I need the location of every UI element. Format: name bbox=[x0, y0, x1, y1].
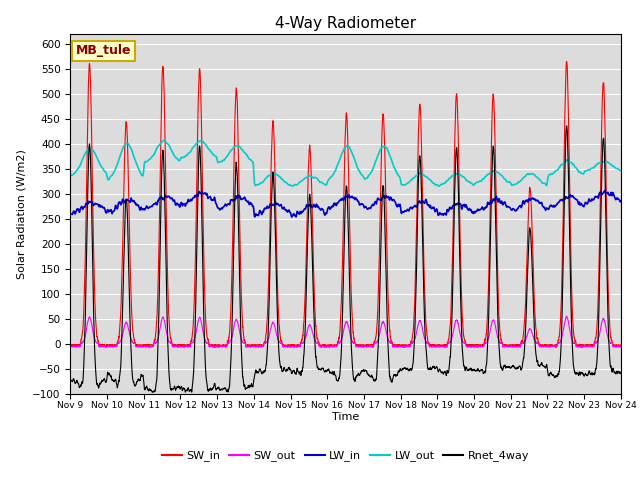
Rnet_4way bbox=[500, 363, 508, 369]
SW_in bbox=[325, 343, 333, 348]
LW_out bbox=[67, 173, 74, 179]
LW_in bbox=[166, 194, 173, 200]
LW_out bbox=[439, 181, 447, 187]
Line: LW_in: LW_in bbox=[70, 191, 621, 217]
LW_out bbox=[617, 168, 625, 174]
LW_out bbox=[616, 168, 624, 173]
Rnet_4way bbox=[148, 389, 156, 395]
SW_in bbox=[500, 342, 508, 348]
SW_in bbox=[67, 343, 74, 348]
SW_out bbox=[291, 345, 298, 350]
SW_out bbox=[67, 344, 74, 349]
LW_out bbox=[500, 176, 508, 181]
LW_out bbox=[325, 177, 333, 182]
LW_out bbox=[160, 137, 168, 143]
Rnet_4way bbox=[438, 369, 446, 375]
SW_out bbox=[563, 313, 570, 319]
SW_in bbox=[325, 343, 333, 349]
LW_in bbox=[67, 211, 74, 217]
LW_in bbox=[616, 199, 624, 205]
Legend: SW_in, SW_out, LW_in, LW_out, Rnet_4way: SW_in, SW_out, LW_in, LW_out, Rnet_4way bbox=[157, 446, 534, 466]
LW_in bbox=[469, 209, 477, 215]
SW_out bbox=[616, 344, 624, 349]
SW_in bbox=[563, 59, 570, 64]
Line: SW_in: SW_in bbox=[70, 61, 621, 346]
LW_in bbox=[617, 198, 625, 204]
SW_out bbox=[500, 344, 508, 349]
SW_in bbox=[469, 342, 477, 348]
Line: Rnet_4way: Rnet_4way bbox=[70, 126, 621, 392]
Rnet_4way bbox=[616, 371, 624, 376]
LW_out bbox=[435, 183, 442, 189]
Rnet_4way bbox=[617, 370, 625, 375]
Rnet_4way bbox=[469, 367, 477, 372]
SW_out bbox=[617, 345, 625, 350]
SW_out bbox=[166, 338, 173, 344]
SW_in bbox=[616, 342, 624, 348]
SW_out bbox=[325, 344, 333, 349]
SW_in bbox=[166, 323, 173, 329]
LW_in bbox=[325, 204, 333, 210]
Rnet_4way bbox=[67, 378, 74, 384]
Line: SW_out: SW_out bbox=[70, 316, 621, 348]
SW_in bbox=[617, 342, 625, 348]
SW_out bbox=[469, 344, 477, 349]
LW_in bbox=[438, 211, 446, 216]
Rnet_4way bbox=[166, 377, 173, 383]
SW_out bbox=[438, 344, 446, 349]
LW_out bbox=[469, 182, 477, 188]
X-axis label: Time: Time bbox=[332, 412, 359, 421]
Line: LW_out: LW_out bbox=[70, 140, 621, 186]
Title: 4-Way Radiometer: 4-Way Radiometer bbox=[275, 16, 416, 31]
Text: MB_tule: MB_tule bbox=[76, 44, 131, 58]
LW_out bbox=[166, 144, 173, 149]
Rnet_4way bbox=[325, 368, 333, 373]
LW_in bbox=[288, 214, 296, 220]
LW_in bbox=[601, 188, 609, 193]
Y-axis label: Solar Radiation (W/m2): Solar Radiation (W/m2) bbox=[17, 149, 27, 278]
LW_in bbox=[500, 200, 508, 205]
Rnet_4way bbox=[563, 123, 570, 129]
SW_in bbox=[438, 343, 446, 348]
